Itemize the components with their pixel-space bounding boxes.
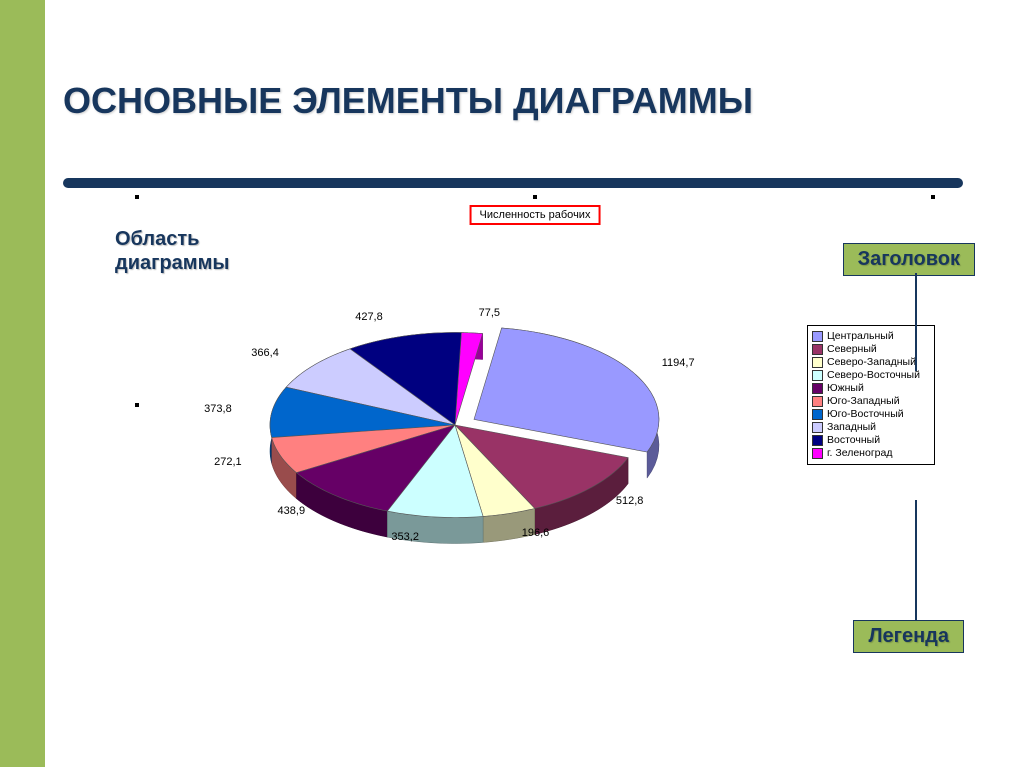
- data-label: 373,8: [204, 403, 232, 415]
- annotation-chart-area: Область диаграммы: [115, 227, 265, 275]
- sidebar-accent: [0, 0, 45, 767]
- legend-item: Западный: [812, 422, 930, 434]
- data-label: 1194,7: [662, 357, 695, 369]
- selection-handle: [135, 195, 139, 199]
- data-label: 512,8: [616, 495, 644, 507]
- legend-item: Юго-Восточный: [812, 409, 930, 421]
- slide-title: ОСНОВНЫЕ ЭЛЕМЕНТЫ ДИАГРАММЫ: [63, 80, 753, 121]
- pie-chart: 1194,7512,8196,6353,2438,9272,1373,8366,…: [215, 280, 695, 580]
- legend-item: г. Зеленоград: [812, 448, 930, 460]
- legend-item: Южный: [812, 383, 930, 395]
- data-label: 353,2: [391, 531, 419, 543]
- chart-inner-title: Численность рабочих: [470, 205, 601, 225]
- title-rule: [63, 178, 963, 188]
- legend-item: Северный: [812, 344, 930, 356]
- data-label: 427,8: [355, 311, 383, 323]
- legend-item: Юго-Западный: [812, 396, 930, 408]
- data-label: 366,4: [251, 347, 279, 359]
- legend-item: Северо-Западный: [812, 357, 930, 369]
- selection-handle: [533, 195, 537, 199]
- data-label: 438,9: [278, 505, 306, 517]
- legend-item: Центральный: [812, 331, 930, 343]
- selection-handle: [135, 403, 139, 407]
- selection-handle: [931, 195, 935, 199]
- callout-header: Заголовок: [843, 243, 975, 276]
- data-label: 196,6: [522, 527, 550, 539]
- data-label: 272,1: [214, 456, 242, 468]
- connector-line: [915, 273, 917, 371]
- callout-legend: Легенда: [853, 620, 964, 653]
- connector-line: [915, 500, 917, 620]
- legend-item: Восточный: [812, 435, 930, 447]
- data-label: 77,5: [479, 307, 500, 319]
- chart-area: Численность рабочих Область диаграммы За…: [135, 195, 935, 615]
- legend-item: Северо-Восточный: [812, 370, 930, 382]
